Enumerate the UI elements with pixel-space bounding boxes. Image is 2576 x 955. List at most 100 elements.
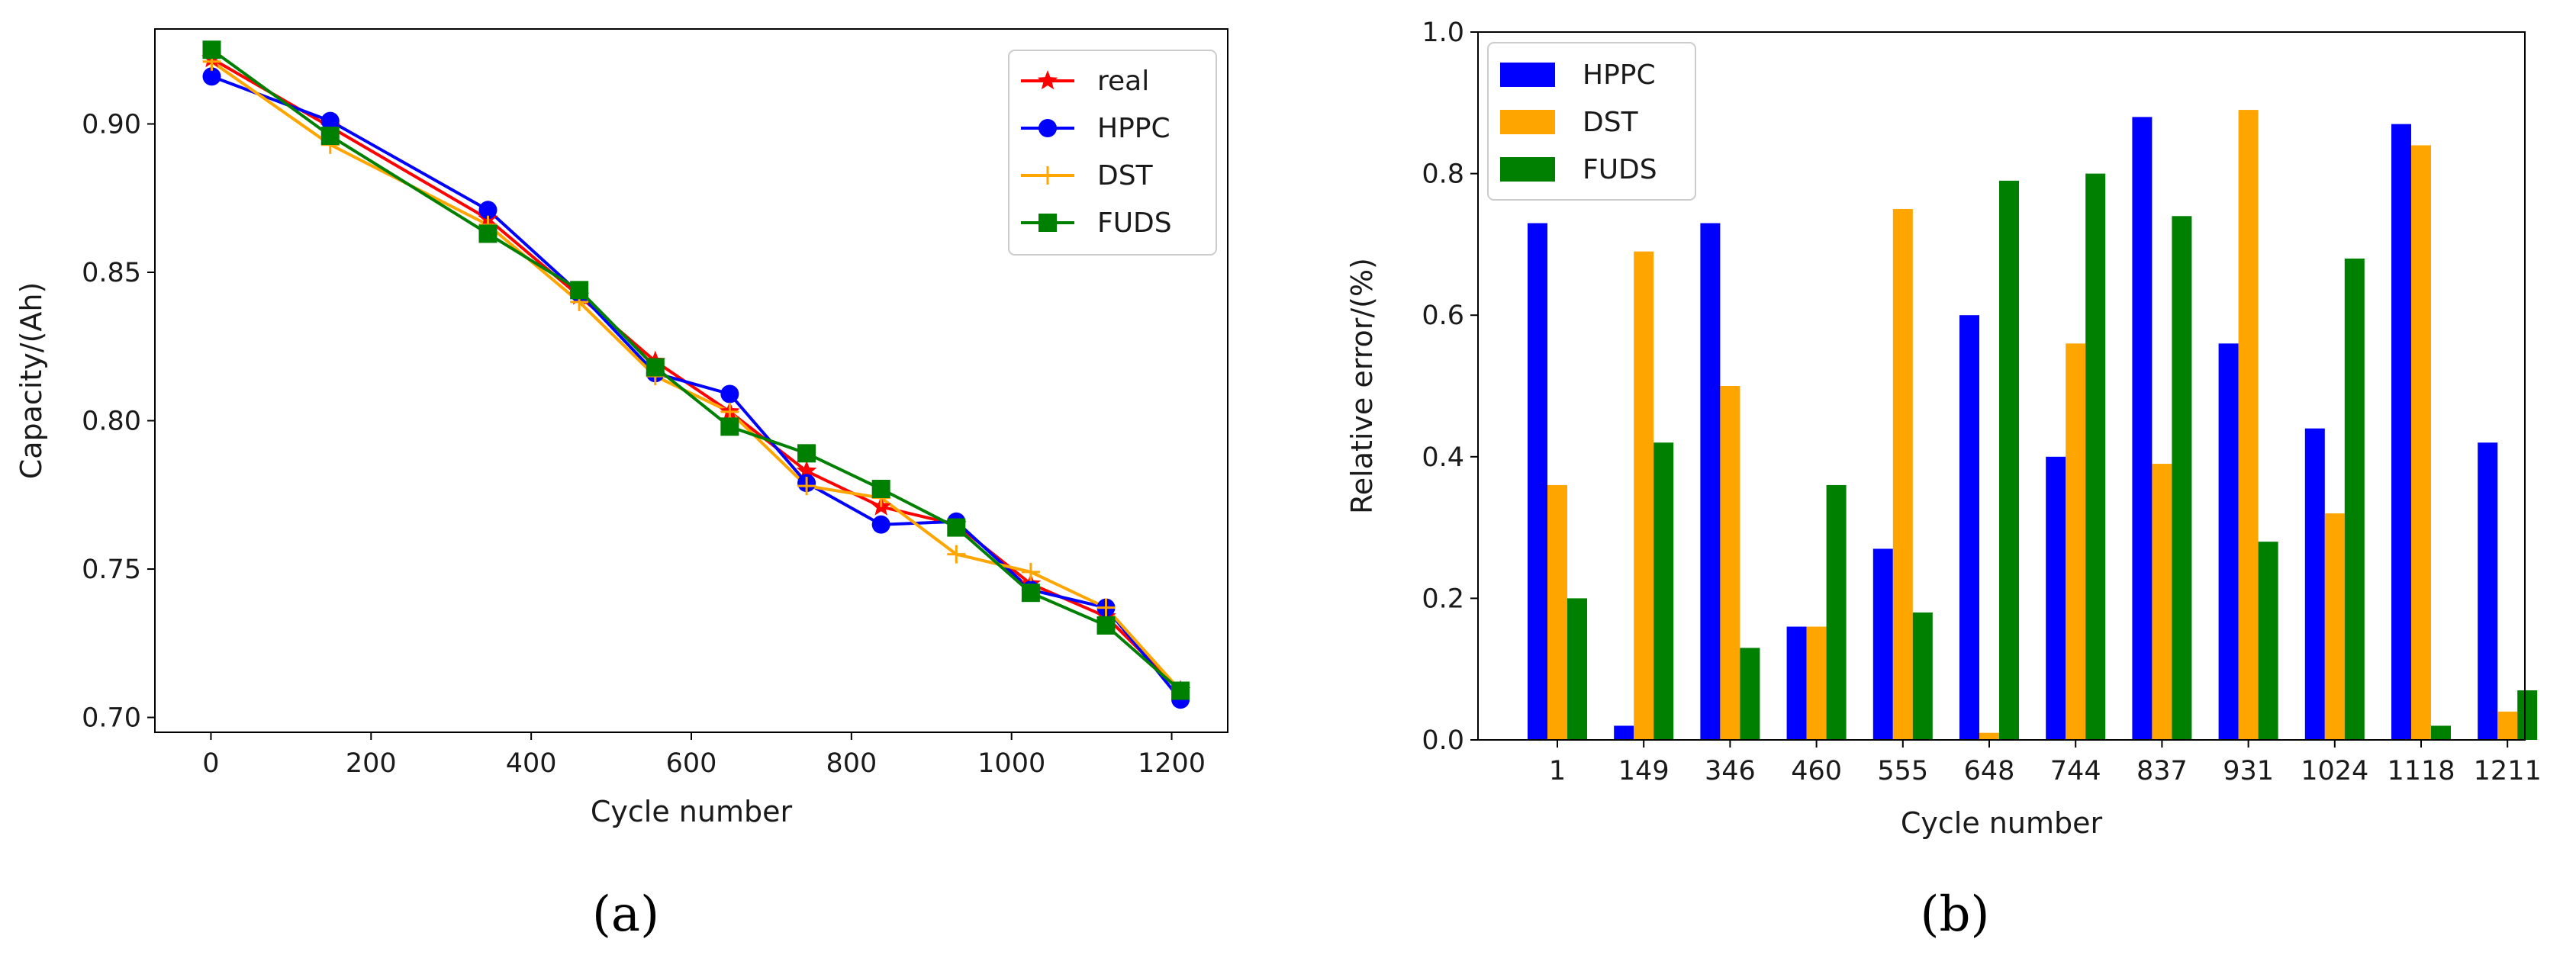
bar-dst (2411, 145, 2431, 741)
x-tick-label: 648 (1964, 756, 2015, 786)
x-tick-label: 1200 (1138, 748, 1206, 779)
legend-marker-dst (1038, 166, 1057, 185)
bar-fuds (1740, 648, 1760, 740)
x-tick-label: 600 (666, 748, 717, 779)
data-point-fuds (646, 358, 665, 377)
bar-fuds (2258, 542, 2278, 740)
chart-b-y-axis-label: Relative error/(%) (1345, 258, 1379, 514)
chart-a-markers (201, 40, 1191, 709)
y-tick-label: 0.80 (82, 407, 141, 437)
data-point-fuds (1171, 681, 1190, 700)
bar-hppc (2046, 456, 2066, 740)
chart-a-x-ticks: 0 200 400 600 800 1000 1200 (202, 732, 1206, 779)
chart-a-caption: (a) (592, 886, 659, 943)
data-point-dst (797, 477, 816, 496)
bar-hppc (2478, 442, 2498, 740)
y-tick-label: 0.70 (82, 703, 141, 734)
bar-hppc (1872, 548, 1893, 740)
legend-box (1008, 50, 1217, 256)
data-point-fuds (720, 417, 739, 436)
data-point-fuds (570, 281, 589, 300)
legend-marker-real (1037, 70, 1058, 90)
legend-label-dst: DST (1583, 107, 1639, 138)
x-tick-label: 1024 (2301, 756, 2368, 786)
x-tick-label: 1 (1549, 756, 1566, 786)
bar-fuds (1999, 180, 2019, 740)
legend-swatch-hppc (1500, 63, 1555, 87)
x-tick-label: 400 (506, 748, 557, 779)
x-tick-label: 744 (2050, 756, 2101, 786)
bar-hppc (1959, 315, 1979, 740)
y-tick-label: 0.75 (82, 555, 141, 585)
bar-fuds (1567, 598, 1587, 740)
data-point-fuds (320, 127, 340, 146)
x-tick-label: 346 (1705, 756, 1756, 786)
data-point-dst (1096, 598, 1116, 617)
y-tick-label: 1.0 (1422, 18, 1464, 48)
x-tick-label: 931 (2223, 756, 2274, 786)
data-point-fuds (1096, 616, 1116, 635)
data-point-hppc (720, 384, 739, 404)
x-tick-label: 555 (1877, 756, 1928, 786)
legend-marker-fuds (1038, 214, 1057, 232)
x-tick-label: 837 (2136, 756, 2188, 786)
x-tick-label: 200 (346, 748, 397, 779)
data-point-dst (947, 545, 966, 564)
data-point-fuds (797, 444, 816, 463)
x-tick-label: 0 (202, 748, 219, 779)
bar-hppc (1700, 223, 1721, 740)
data-point-hppc (478, 201, 497, 220)
chart-a-y-ticks: 0.70 0.75 0.80 0.85 0.90 (82, 109, 155, 734)
bar-dst (1720, 386, 1740, 740)
data-point-fuds (871, 479, 890, 498)
data-point-fuds (1021, 584, 1040, 603)
legend-label-dst: DST (1097, 160, 1154, 191)
bar-dst (2066, 343, 2086, 740)
legend-swatch-dst (1500, 110, 1555, 134)
bar-hppc (2304, 428, 2325, 740)
bar-hppc (2218, 343, 2239, 740)
legend-label-hppc: HPPC (1583, 59, 1656, 91)
y-tick-label: 0.90 (82, 109, 141, 140)
x-tick-label: 149 (1618, 756, 1670, 786)
bar-fuds (2431, 725, 2451, 740)
legend-label-hppc: HPPC (1097, 113, 1170, 144)
bar-dst (1979, 732, 1999, 740)
x-tick-label: 1211 (2474, 756, 2542, 786)
bar-dst (1547, 484, 1567, 740)
data-point-fuds (947, 518, 966, 537)
y-tick-label: 0.85 (82, 258, 141, 288)
bar-fuds (1826, 484, 1847, 740)
chart-b-bars (1528, 110, 2538, 741)
data-point-hppc (871, 515, 890, 534)
chart-a-x-axis-label: Cycle number (591, 795, 793, 828)
x-tick-label: 460 (1791, 756, 1842, 786)
bar-hppc (1786, 626, 1807, 740)
data-point-fuds (202, 40, 221, 59)
bar-hppc (1614, 725, 1634, 740)
chart-a-plot-frame (154, 28, 1228, 733)
data-point-hppc (320, 111, 340, 130)
bar-dst (2152, 464, 2172, 740)
legend-marker-hppc (1038, 119, 1057, 137)
bar-hppc (1528, 223, 1547, 740)
chart-b-caption: (b) (1921, 886, 1990, 943)
x-tick-label: 800 (826, 748, 877, 779)
series-line-fuds (211, 48, 1182, 693)
y-tick-label: 0.8 (1422, 159, 1464, 190)
data-point-real (796, 460, 817, 480)
data-point-dst (1021, 562, 1040, 581)
bar-fuds (2344, 258, 2365, 741)
data-point-hppc (202, 67, 221, 86)
chart-a-series-lines (211, 48, 1182, 701)
bar-fuds (2517, 690, 2538, 740)
x-tick-label: 1118 (2387, 756, 2455, 786)
x-tick-label: 1000 (977, 748, 1045, 779)
chart-b-x-axis-label: Cycle number (1901, 806, 2103, 840)
bar-dst (2497, 711, 2518, 740)
chart-a-capacity: 0.70 0.75 0.80 0.85 0.90 0 200 400 600 800 1000 12… (14, 28, 1228, 943)
chart-a-y-axis-label: Capacity/(Ah) (14, 282, 48, 480)
bar-fuds (2172, 216, 2192, 740)
bar-dst (1806, 626, 1827, 740)
chart-b-x-ticks: 1 149 346 460 555 648 744 837 931 1024 1118 1211 (1549, 740, 2542, 786)
